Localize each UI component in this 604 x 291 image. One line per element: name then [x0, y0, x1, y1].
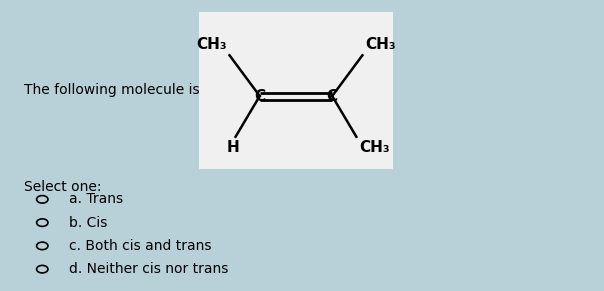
Text: C: C [327, 88, 338, 104]
Text: H: H [226, 140, 239, 155]
Text: CH₃: CH₃ [196, 37, 226, 52]
Text: Select one:: Select one: [24, 180, 101, 194]
Text: a. Trans: a. Trans [69, 192, 124, 206]
Text: d. Neither cis nor trans: d. Neither cis nor trans [69, 262, 229, 276]
Bar [199, 12, 393, 169]
Text: b. Cis: b. Cis [69, 216, 108, 230]
Text: C: C [254, 88, 265, 104]
Text: The following molecule is?: The following molecule is? [24, 83, 207, 97]
Text: CH₃: CH₃ [365, 37, 396, 52]
Text: CH₃: CH₃ [359, 140, 390, 155]
Text: c. Both cis and trans: c. Both cis and trans [69, 239, 212, 253]
